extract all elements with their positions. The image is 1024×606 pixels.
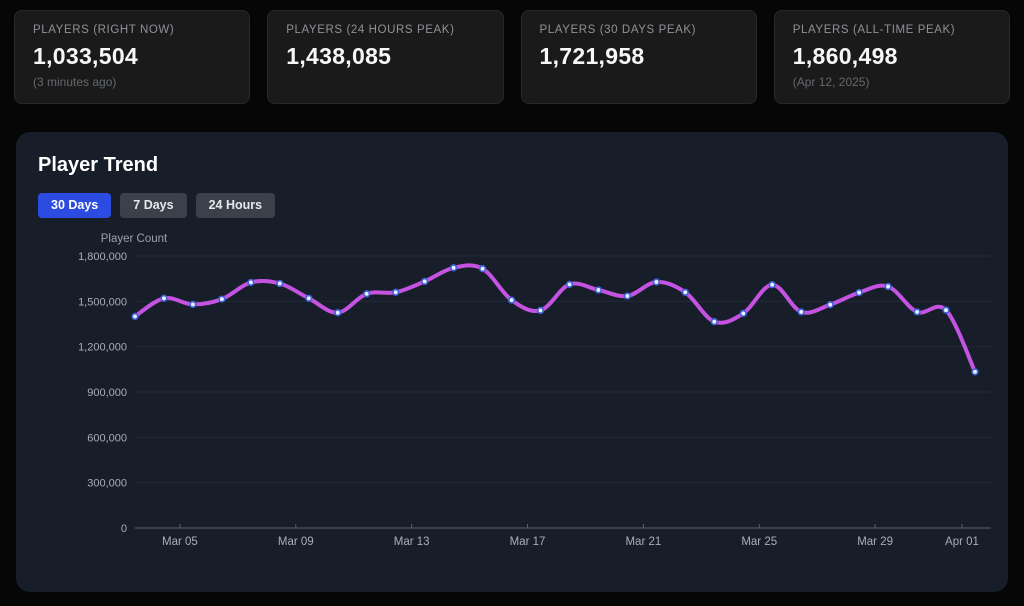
trend-line [133,263,977,374]
data-point[interactable] [478,265,487,273]
data-point[interactable] [218,295,226,303]
data-point[interactable] [160,294,168,302]
stat-card-value: 1,721,958 [539,43,645,69]
tab-24-hours[interactable]: 24 Hours [195,193,276,218]
data-point[interactable] [131,312,139,321]
y-tick-label: 1,200,000 [78,342,127,354]
data-point[interactable] [392,288,400,296]
data-point[interactable] [276,279,284,288]
y-tick-label: 900,000 [87,387,127,399]
stat-card-label: PLAYERS (RIGHT NOW) [33,24,175,36]
stat-card-subtext [540,75,738,89]
data-point[interactable] [826,301,834,309]
data-point[interactable] [971,368,979,376]
data-point[interactable] [247,278,255,287]
y-tick-label: 1,500,000 [78,296,127,308]
stat-card-subtext: (3 minutes ago) [33,75,117,89]
player-trend-panel: Player Trend 30 Days 7 Days 24 Hours Pla… [16,132,1008,592]
data-point[interactable] [334,309,342,317]
x-tick-label: Mar 17 [510,536,546,548]
stat-card-value: 1,438,085 [286,43,392,69]
data-point[interactable] [681,288,689,296]
stat-card-players-alltime-peak: PLAYERS (ALL-TIME PEAK) 1,860,498 (Apr 1… [773,10,1010,104]
data-point[interactable] [536,306,545,315]
data-point[interactable] [942,306,950,314]
x-tick-label: Mar 21 [625,536,661,548]
x-tick-label: Mar 09 [278,536,314,548]
data-point[interactable] [739,309,747,318]
data-point[interactable] [565,280,574,289]
time-range-tabs: 30 Days 7 Days 24 Hours [38,193,1008,218]
stat-card-players-24h-peak: PLAYERS (24 HOURS PEAK) 1,438,085 [267,10,504,104]
stat-card-subtext [286,75,484,89]
data-point[interactable] [913,308,921,316]
stat-card-value: 1,033,504 [33,43,139,69]
tab-7-days[interactable]: 7 Days [120,193,187,218]
data-point[interactable] [623,292,632,300]
data-point[interactable] [189,300,197,309]
data-point[interactable] [594,286,603,294]
y-tick-label: 1,800,000 [78,251,127,263]
stat-card-players-30d-peak: PLAYERS (30 DAYS PEAK) 1,721,958 [520,10,757,104]
data-point[interactable] [421,277,429,286]
data-point[interactable] [449,264,458,272]
y-tick-label: 0 [121,523,127,535]
data-point[interactable] [652,278,661,286]
stat-card-label: PLAYERS (30 DAYS PEAK) [539,24,697,36]
stat-card-label: PLAYERS (24 HOURS PEAK) [286,24,455,36]
data-point[interactable] [855,288,863,297]
y-tick-label: 300,000 [87,478,127,490]
player-trend-chart: Player Count 0 300,000 600,000 900,000 1,200,… [78,233,991,548]
data-point[interactable] [884,282,892,291]
data-point[interactable] [507,296,516,304]
stat-card-players-right-now: PLAYERS (RIGHT NOW) 1,033,504 (3 minutes… [14,10,251,104]
data-point[interactable] [710,318,718,326]
tab-30-days[interactable]: 30 Days [38,193,112,218]
stat-card-value: 1,860,498 [792,43,898,69]
stat-cards-row: PLAYERS (RIGHT NOW) 1,033,504 (3 minutes… [0,0,1024,104]
data-point[interactable] [363,290,371,298]
data-point[interactable] [768,281,776,289]
x-tick-label: Mar 05 [162,536,198,548]
stat-card-subtext: (Apr 12, 2025) [792,75,870,89]
y-tick-label: 600,000 [87,432,127,444]
y-axis-title: Player Count [101,233,168,245]
data-point[interactable] [797,308,805,316]
stat-card-label: PLAYERS (ALL-TIME PEAK) [792,24,956,36]
x-tick-label: Apr 01 [945,536,979,548]
panel-title: Player Trend [38,154,159,176]
x-tick-label: Mar 13 [394,536,430,548]
x-tick-label: Mar 25 [741,536,777,548]
x-tick-label: Mar 29 [857,536,893,548]
data-point[interactable] [305,294,313,302]
